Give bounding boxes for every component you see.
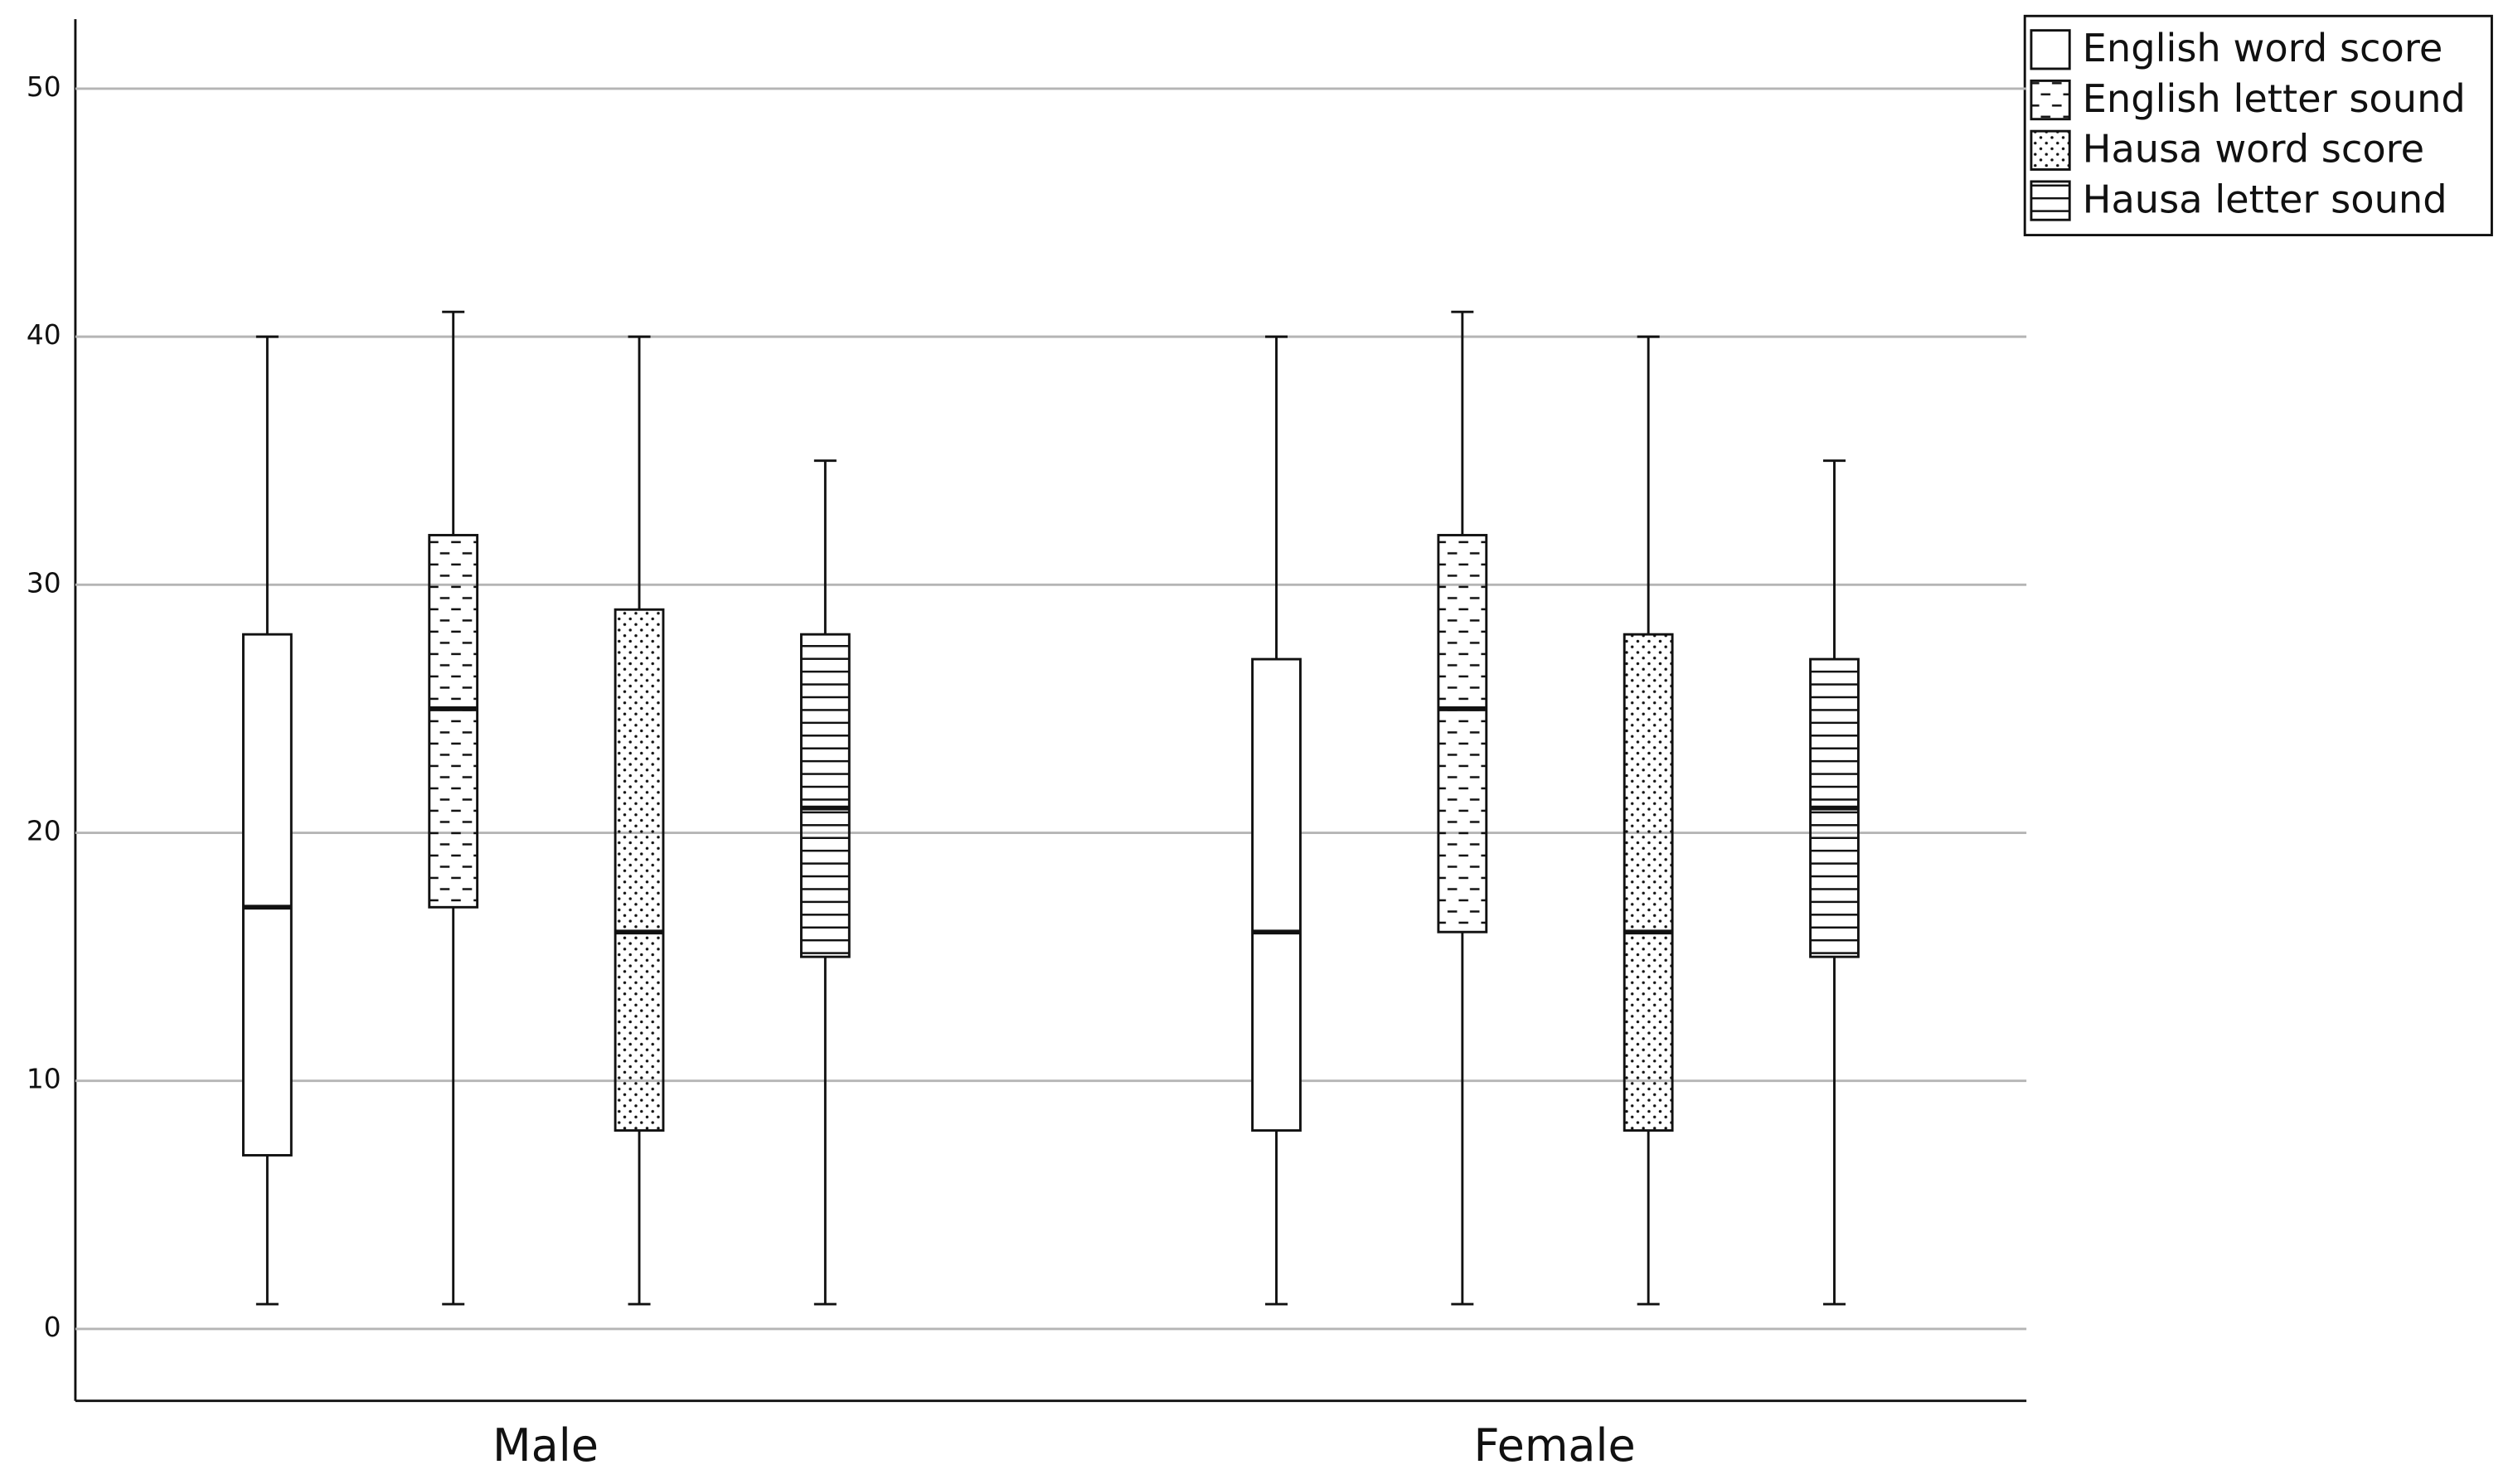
y-tick-label: 20 bbox=[27, 816, 61, 847]
x-tick-label: Female bbox=[1474, 1419, 1636, 1472]
legend-swatch bbox=[2030, 180, 2071, 221]
box bbox=[1251, 657, 1302, 1132]
y-tick-label: 30 bbox=[27, 567, 61, 599]
y-tick-label: 50 bbox=[27, 71, 61, 103]
legend-swatch bbox=[2030, 29, 2071, 70]
legend-label: English word score bbox=[2083, 26, 2443, 70]
y-tick-label: 10 bbox=[27, 1064, 61, 1095]
legend-swatch bbox=[2030, 79, 2071, 121]
y-tick-label: 0 bbox=[44, 1312, 61, 1343]
box bbox=[1437, 534, 1488, 934]
box bbox=[614, 608, 665, 1132]
box bbox=[1623, 633, 1674, 1132]
legend-swatch bbox=[2030, 129, 2071, 171]
box bbox=[428, 534, 479, 909]
x-tick-label: Male bbox=[492, 1419, 599, 1472]
box bbox=[799, 633, 851, 958]
legend-label: Hausa letter sound bbox=[2083, 177, 2447, 222]
y-tick-label: 40 bbox=[27, 319, 61, 351]
box bbox=[242, 633, 293, 1157]
legend-label: English letter sound bbox=[2083, 76, 2466, 121]
legend-label: Hausa word score bbox=[2083, 127, 2425, 172]
legend bbox=[2023, 14, 2493, 236]
